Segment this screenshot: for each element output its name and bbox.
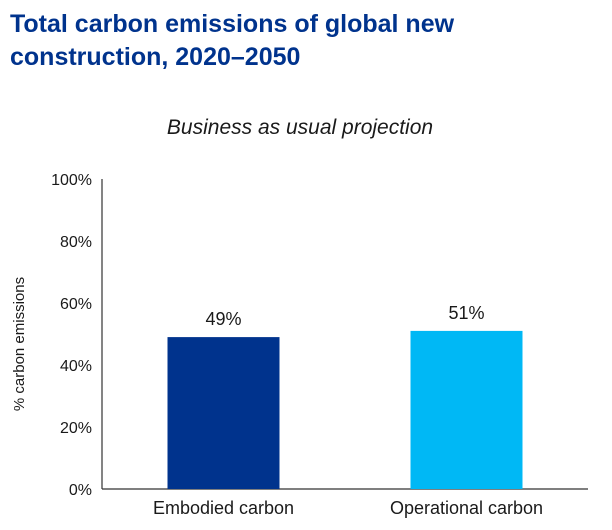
bars (167, 330, 523, 489)
y-tick-label: 100% (51, 172, 92, 189)
y-tick-label: 80% (60, 234, 92, 251)
category-labels: Embodied carbon Operational carbon (153, 498, 543, 518)
y-tick-label: 60% (60, 296, 92, 313)
bar-embodied-carbon (167, 337, 280, 489)
y-tick-labels: 0% 20% 40% 60% 80% 100% (51, 172, 92, 499)
x-category-label: Embodied carbon (153, 498, 294, 518)
y-tick-label: 40% (60, 358, 92, 375)
chart-subtitle: Business as usual projection (166, 116, 434, 139)
y-tick-label: 0% (69, 482, 92, 499)
x-category-label: Operational carbon (390, 498, 543, 518)
data-label: 51% (448, 303, 484, 323)
bar-operational-carbon (410, 330, 523, 489)
data-label: 49% (205, 309, 241, 329)
figure-title: Total carbon emissions of global new con… (10, 10, 455, 71)
y-tick-label: 20% (60, 420, 92, 437)
y-axis-title: % carbon emissions (11, 277, 28, 411)
data-labels: 49% 51% (205, 303, 484, 329)
